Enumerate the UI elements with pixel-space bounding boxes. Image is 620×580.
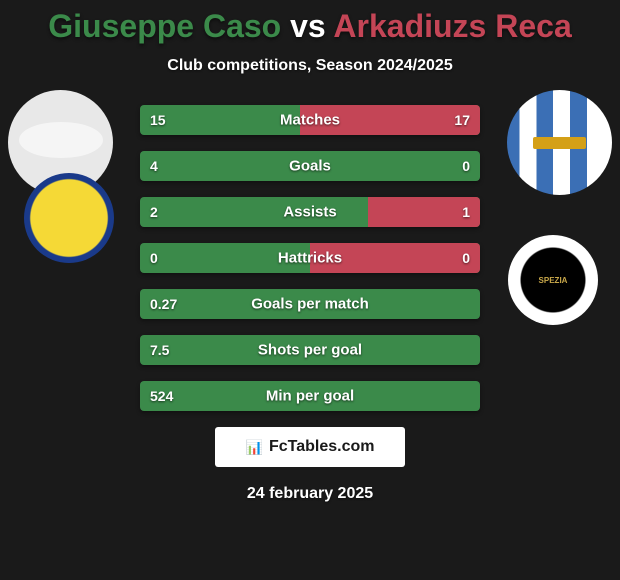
- stat-bar: 524 Min per goal: [140, 381, 480, 411]
- stat-label: Assists: [283, 204, 336, 221]
- comparison-title: Giuseppe Caso vs Arkadiuzs Reca: [0, 0, 620, 45]
- stat-left-value: 0: [150, 250, 158, 266]
- stat-label: Hattricks: [278, 250, 342, 267]
- stat-label: Goals: [289, 158, 331, 175]
- vs-text: vs: [290, 8, 333, 44]
- stat-right-value: 17: [454, 112, 470, 128]
- date: 24 february 2025: [0, 485, 620, 503]
- stat-left-value: 2: [150, 204, 158, 220]
- stat-left-value: 0.27: [150, 296, 177, 312]
- stat-bar: 15 Matches 17: [140, 105, 480, 135]
- stat-left-value: 4: [150, 158, 158, 174]
- stat-right-value: 0: [462, 158, 470, 174]
- player2-avatar: [507, 90, 612, 195]
- player1-club-badge: [24, 173, 114, 263]
- stat-bar: 7.5 Shots per goal: [140, 335, 480, 365]
- subtitle: Club competitions, Season 2024/2025: [0, 57, 620, 75]
- comparison-content: 15 Matches 17 4 Goals 0 2 Assists 1 0 Hattricks 0 0.…: [0, 105, 620, 503]
- stat-label: Goals per match: [251, 296, 369, 313]
- stat-right-value: 1: [462, 204, 470, 220]
- chart-icon: 📊: [246, 439, 263, 456]
- stat-bar: 2 Assists 1: [140, 197, 480, 227]
- stat-left-value: 15: [150, 112, 166, 128]
- stat-bar: 0.27 Goals per match: [140, 289, 480, 319]
- stat-label: Shots per goal: [258, 342, 362, 359]
- stat-left-value: 7.5: [150, 342, 169, 358]
- watermark: 📊 FcTables.com: [215, 427, 405, 467]
- stat-right-value: 0: [462, 250, 470, 266]
- watermark-text: FcTables.com: [269, 438, 375, 456]
- player2-name: Arkadiuzs Reca: [333, 8, 571, 44]
- stat-label: Min per goal: [266, 388, 354, 405]
- stat-bar: 0 Hattricks 0: [140, 243, 480, 273]
- player2-club-badge: [508, 235, 598, 325]
- stat-bars: 15 Matches 17 4 Goals 0 2 Assists 1 0 Hattricks 0 0.…: [140, 105, 480, 411]
- stat-left-value: 524: [150, 388, 173, 404]
- stat-label: Matches: [280, 112, 340, 129]
- player1-name: Giuseppe Caso: [48, 8, 281, 44]
- stat-bar: 4 Goals 0: [140, 151, 480, 181]
